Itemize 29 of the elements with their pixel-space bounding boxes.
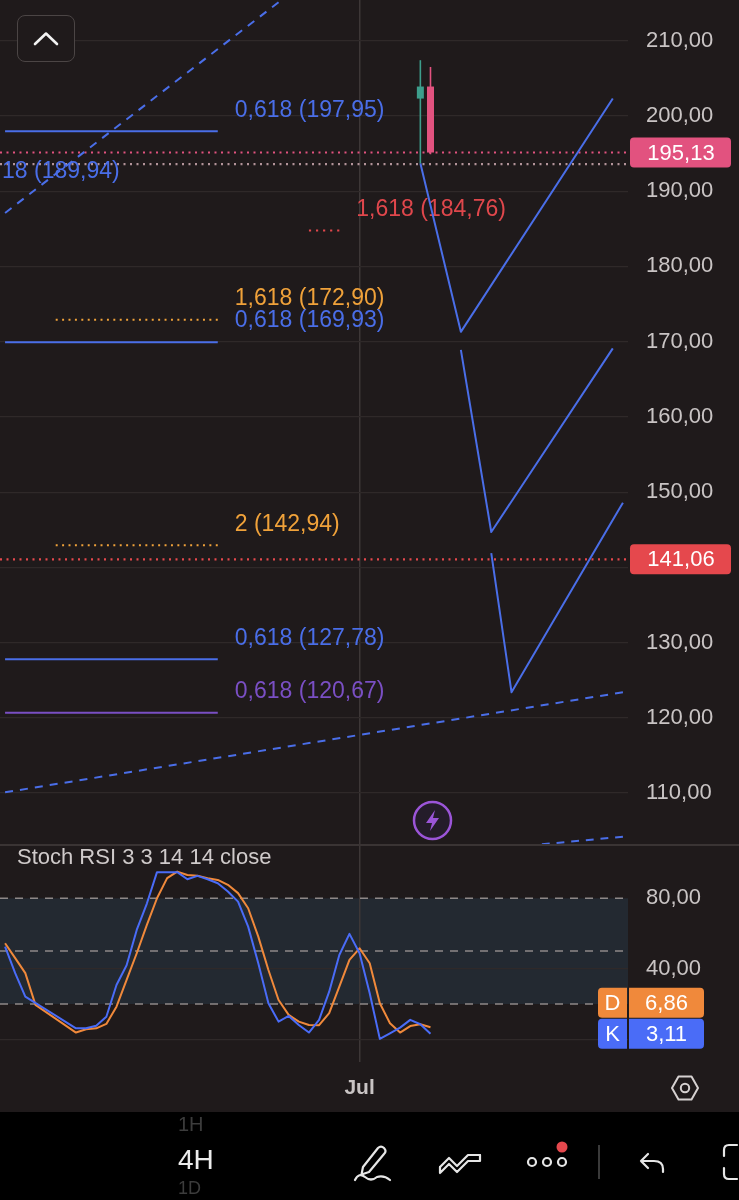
- series-label: 2 (142,94): [234, 509, 340, 536]
- y-tick-label: 190,00: [646, 177, 714, 203]
- text: 1D: [178, 1178, 202, 1198]
- y-tick-label: 110,00: [646, 779, 712, 805]
- text: 4H: [178, 1144, 214, 1175]
- series-label: 0,618 (127,78): [234, 623, 385, 650]
- annotation: 18 (189,94): [2, 157, 120, 184]
- text: 1H: [178, 1113, 204, 1135]
- y-tick-label: 160,00: [646, 402, 714, 428]
- text: 3,11: [645, 1020, 688, 1046]
- y-tick-label: 120,00: [646, 703, 714, 729]
- y-tick-label: 170,00: [646, 327, 714, 353]
- series-label: 0,618 (120,67): [234, 677, 385, 704]
- ref-line-label: 195,13: [647, 139, 715, 165]
- y-tick-label: 150,00: [646, 478, 714, 504]
- y-tick-label: 180,00: [646, 252, 714, 278]
- series-label: 1,618 (172,90): [234, 284, 385, 311]
- y-tick-label: 40,00: [646, 954, 702, 980]
- x-tick-label: Jul: [344, 1075, 375, 1099]
- y-tick-label: 200,00: [646, 101, 714, 127]
- ref-line-label: 141,06: [647, 546, 715, 572]
- text: 6,86: [645, 989, 688, 1015]
- y-tick-label: 130,00: [646, 628, 714, 654]
- legend-label: K: [605, 1020, 621, 1046]
- chart-title: Stoch RSI 3 3 14 14 close: [17, 844, 272, 870]
- legend-label: D: [604, 989, 621, 1015]
- series-label: 0,618 (197,95): [234, 95, 385, 122]
- y-tick-label: 210,00: [646, 26, 714, 52]
- y-tick-label: 80,00: [646, 884, 702, 910]
